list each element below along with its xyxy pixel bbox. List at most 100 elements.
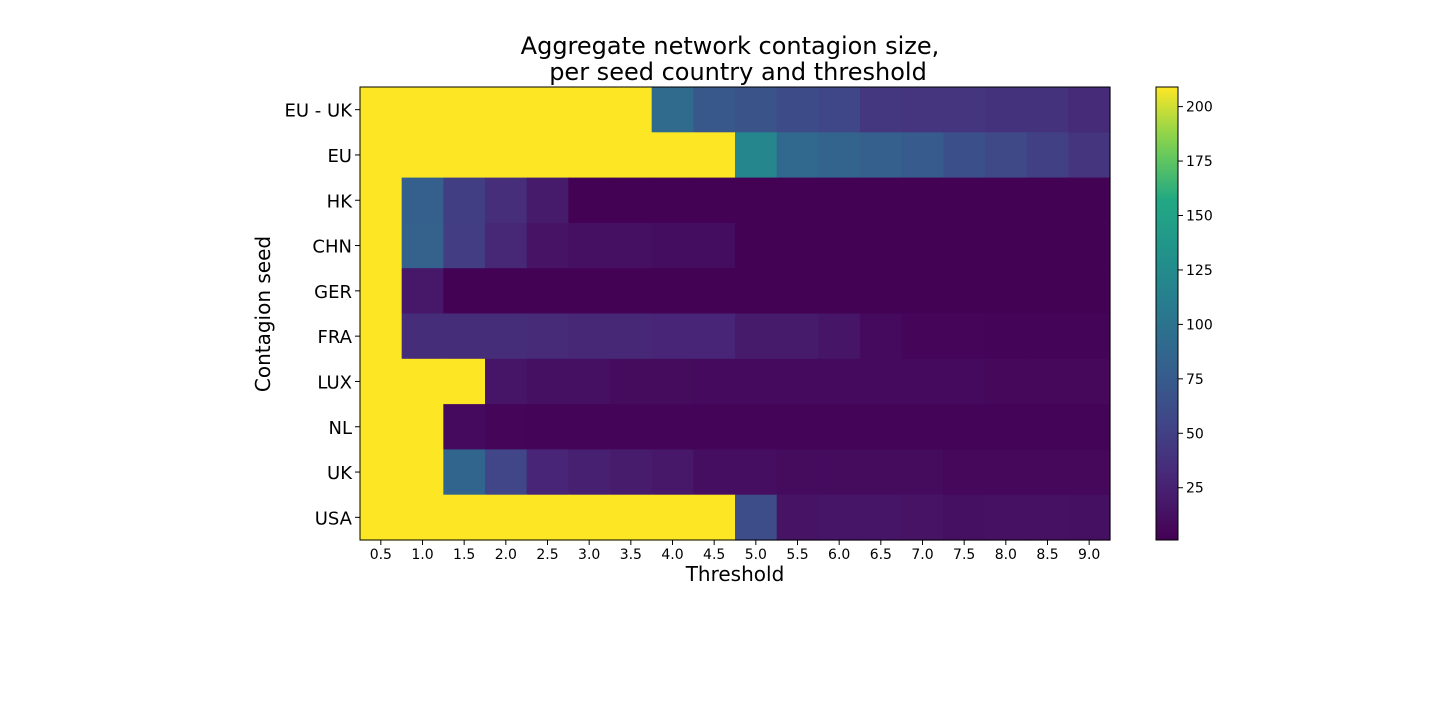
heatmap-cell	[1068, 358, 1111, 405]
heatmap-cell	[443, 358, 486, 405]
heatmap-cell	[1068, 222, 1111, 269]
heatmap-cell	[443, 494, 486, 541]
heatmap-cell	[1026, 404, 1069, 450]
heatmap-cell	[776, 449, 819, 496]
x-tick-label: 8.0	[995, 547, 1017, 563]
heatmap-cell	[1068, 268, 1111, 315]
heatmap-cell	[485, 87, 528, 133]
heatmap-cell	[1026, 313, 1069, 360]
heatmap-cell	[568, 449, 611, 496]
heatmap-cell	[985, 87, 1028, 133]
heatmap-cell	[485, 222, 528, 269]
heatmap-cell	[943, 87, 986, 133]
heatmap-cell	[735, 222, 778, 269]
x-tick-label: 3.0	[578, 547, 600, 563]
heatmap-cell	[735, 313, 778, 360]
heatmap-cell	[651, 404, 694, 450]
heatmap-cell	[735, 177, 778, 224]
heatmap-cell	[693, 268, 736, 315]
heatmap-cell	[443, 449, 486, 496]
heatmap-cell	[818, 404, 861, 450]
heatmap-cell	[485, 494, 528, 541]
x-axis-ticks: 0.5 1.0 1.5 2.0 2.5 3.0 3.5 4.0 4.5 5.0 5.5 6.0 6.5 7…	[370, 540, 1100, 563]
heatmap-cell	[860, 177, 903, 224]
heatmap-cell	[485, 449, 528, 496]
heatmap-cell	[651, 87, 694, 133]
heatmap-cell	[360, 358, 403, 405]
heatmap-cell	[651, 132, 694, 179]
heatmap-cell	[776, 358, 819, 405]
heatmap-cell	[693, 313, 736, 360]
heatmap-cell	[610, 87, 653, 133]
heatmap-cell	[776, 494, 819, 541]
x-axis-label: Threshold	[685, 562, 785, 586]
heatmap-cell	[776, 87, 819, 133]
heatmap-cell	[485, 132, 528, 179]
heatmap-cell	[443, 313, 486, 360]
heatmap-cell	[818, 132, 861, 179]
heatmap-cell	[568, 313, 611, 360]
x-tick-label: 1.0	[411, 547, 433, 563]
heatmap-cell	[943, 268, 986, 315]
heatmap-cell	[443, 87, 486, 133]
heatmap-cell	[610, 404, 653, 450]
heatmap-cell	[568, 132, 611, 179]
heatmap-cell	[401, 313, 444, 360]
heatmap-cell	[735, 404, 778, 450]
heatmap-cell	[610, 358, 653, 405]
heatmap-cells	[360, 87, 1111, 541]
heatmap-cell	[776, 222, 819, 269]
heatmap-cell	[985, 313, 1028, 360]
heatmap-cell	[443, 404, 486, 450]
heatmap-cell	[735, 87, 778, 133]
heatmap-cell	[860, 313, 903, 360]
heatmap-cell	[693, 494, 736, 541]
heatmap-cell	[401, 132, 444, 179]
heatmap-cell	[860, 87, 903, 133]
chart-title-line-2: per seed country and threshold	[549, 58, 927, 86]
heatmap-cell	[526, 132, 569, 179]
heatmap-cell	[818, 177, 861, 224]
heatmap-cell	[1026, 494, 1069, 541]
heatmap-cell	[985, 222, 1028, 269]
x-tick-label: 4.5	[703, 547, 725, 563]
heatmap-cell	[485, 268, 528, 315]
heatmap-cell	[360, 87, 403, 133]
x-tick-label: 2.5	[536, 547, 558, 563]
heatmap-cell	[901, 358, 944, 405]
plot-frame	[359, 86, 1111, 541]
heatmap-cell	[776, 132, 819, 179]
x-tick-label: 0.5	[370, 547, 392, 563]
heatmap-cell	[943, 358, 986, 405]
x-tick-label: 3.5	[620, 547, 642, 563]
heatmap-cell	[485, 404, 528, 450]
x-tick-label: 7.5	[953, 547, 975, 563]
heatmap-cell	[401, 449, 444, 496]
y-axis-ticks: EU - UK EU HK CHN GER FRA LUX NL UK USA	[285, 101, 360, 529]
heatmap-cell	[860, 222, 903, 269]
heatmap-cell	[693, 358, 736, 405]
heatmap-cell	[526, 177, 569, 224]
heatmap-cell	[360, 404, 403, 450]
heatmap-cell	[901, 404, 944, 450]
heatmap-cell	[1068, 177, 1111, 224]
heatmap-cell	[735, 358, 778, 405]
heatmap-cell	[401, 494, 444, 541]
x-tick-label: 2.0	[495, 547, 517, 563]
heatmap-cell	[985, 449, 1028, 496]
heatmap-cell	[943, 222, 986, 269]
y-tick-label: USA	[315, 508, 353, 529]
chart-title-line-1: Aggregate network contagion size,	[521, 32, 940, 60]
heatmap-cell	[360, 313, 403, 360]
heatmap-cell	[651, 313, 694, 360]
colorbar-tick-label: 125	[1186, 263, 1213, 279]
heatmap-cell	[985, 358, 1028, 405]
y-tick-label: UK	[327, 463, 353, 484]
colorbar-tick-label: 75	[1186, 372, 1204, 388]
y-tick-label: GER	[314, 282, 352, 303]
heatmap-cell	[943, 313, 986, 360]
heatmap-cell	[568, 268, 611, 315]
heatmap-cell	[485, 358, 528, 405]
heatmap-cell	[860, 358, 903, 405]
heatmap-cell	[818, 494, 861, 541]
